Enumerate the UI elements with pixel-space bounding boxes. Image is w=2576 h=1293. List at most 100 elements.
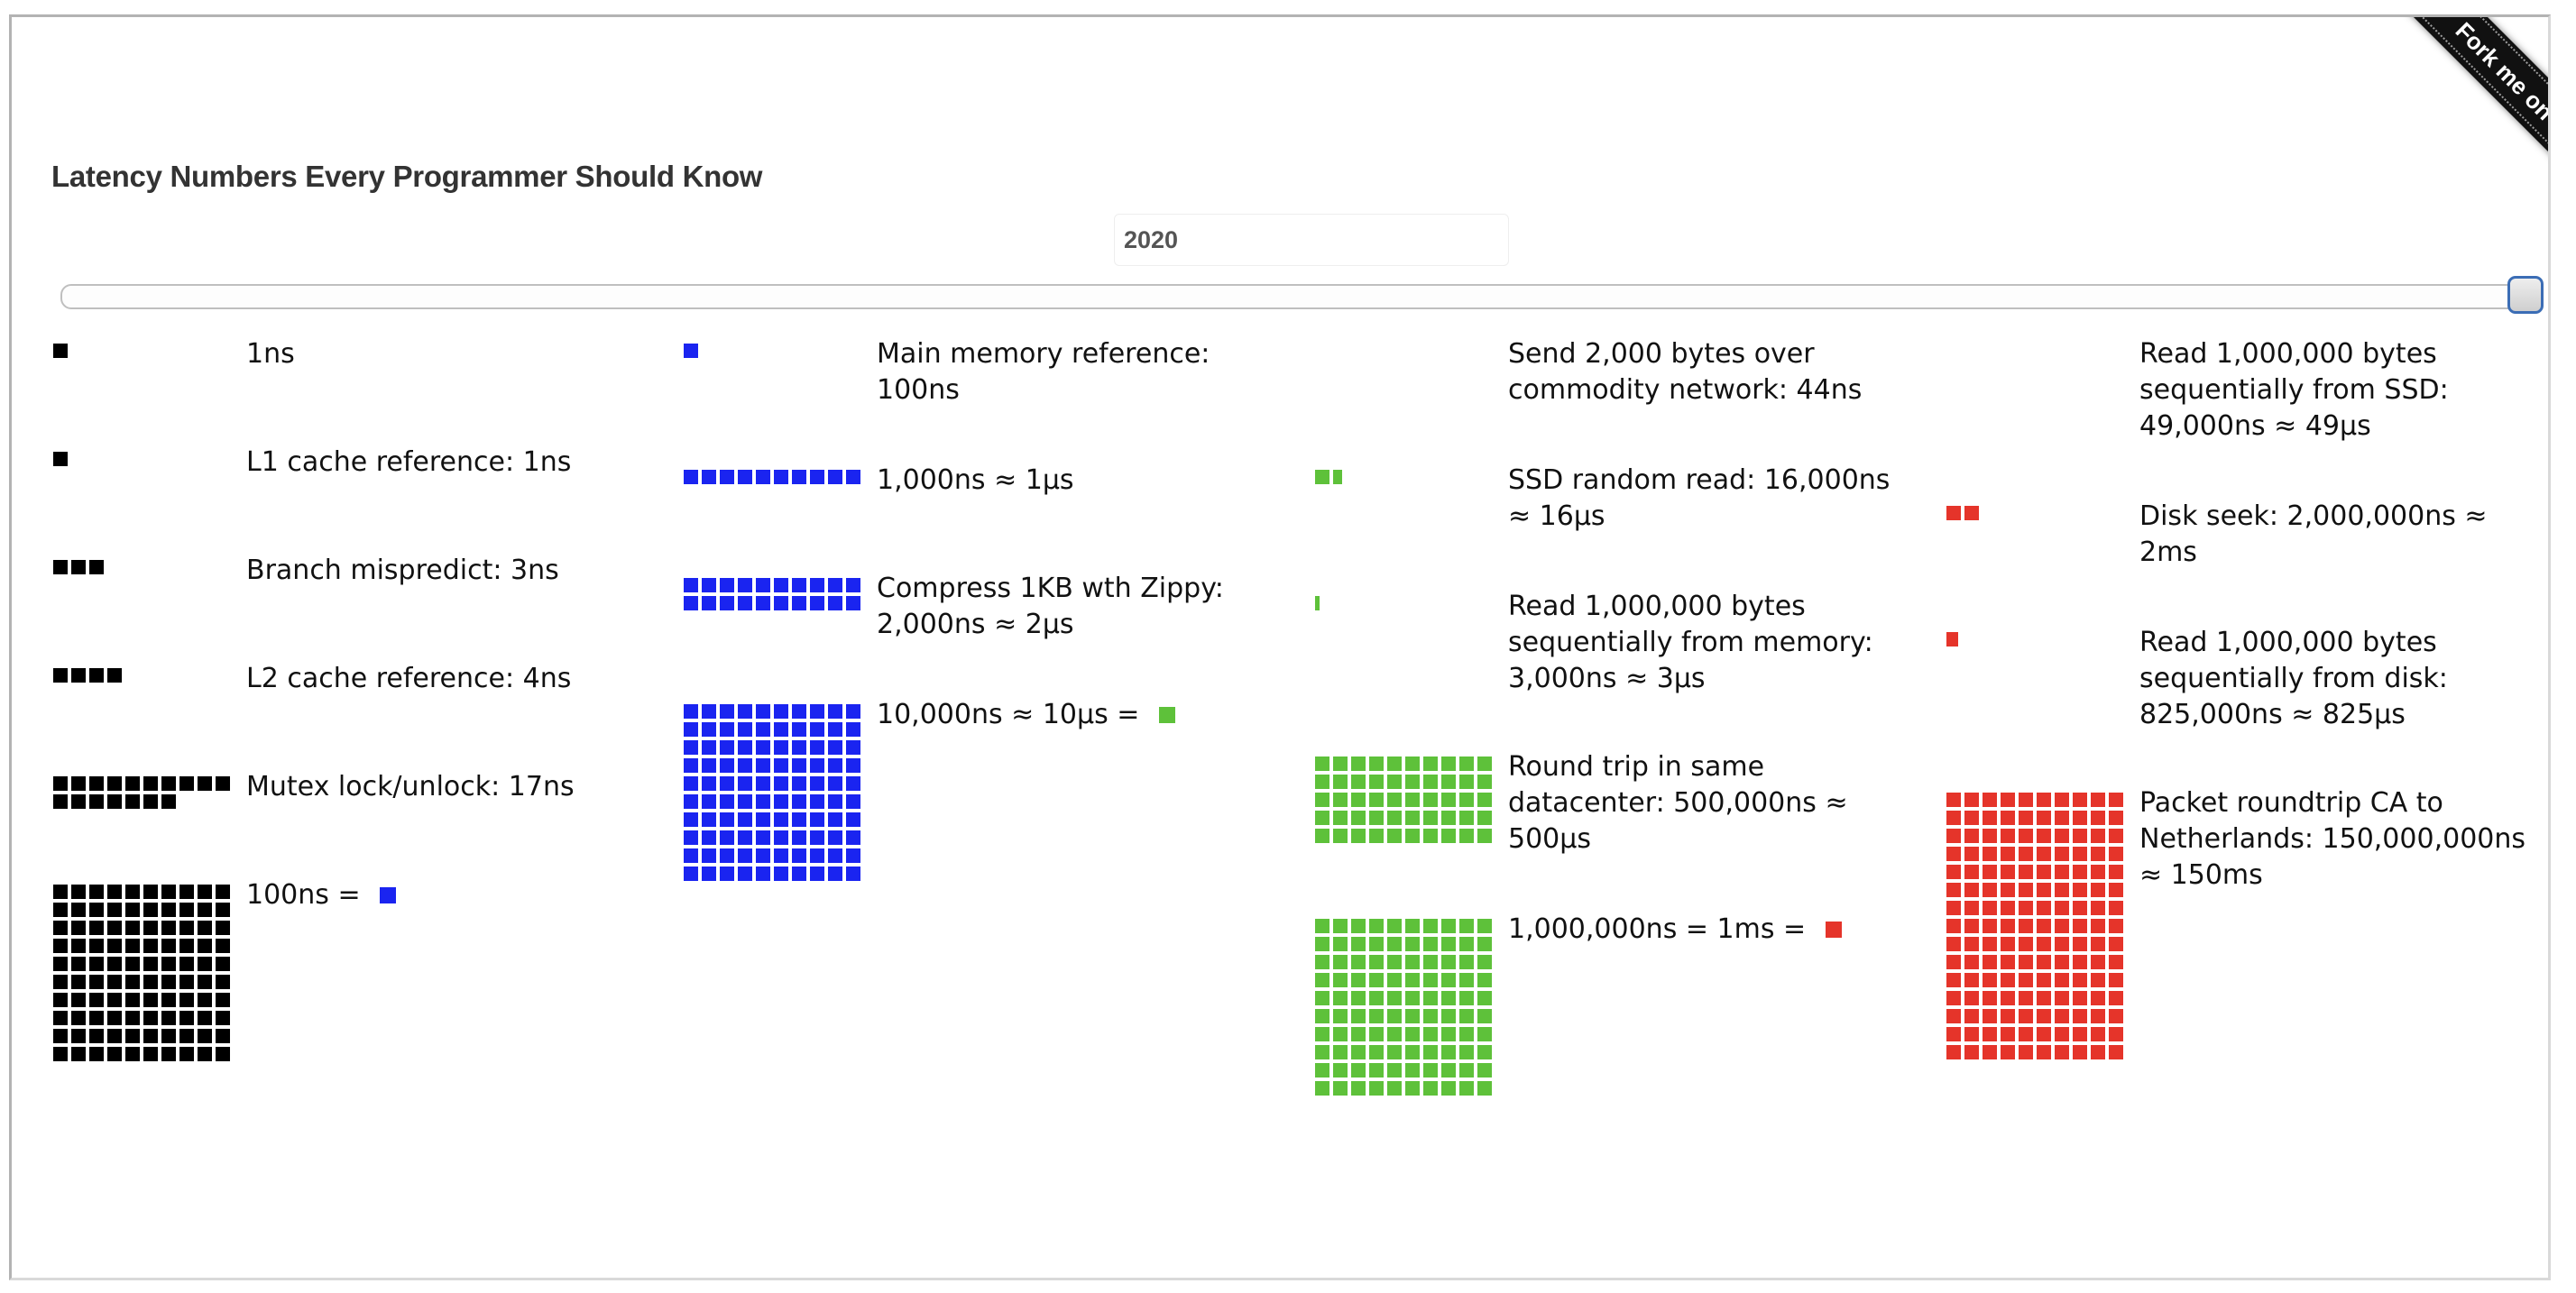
latency-square [1441,991,1456,1005]
latency-square [198,776,212,791]
latency-square [2091,901,2105,915]
latency-square [2055,991,2069,1005]
latency-square-partial [1315,596,1320,610]
latency-square [684,470,698,484]
latency-square [2073,973,2087,987]
latency-square [53,344,68,358]
latency-square [1946,919,1961,933]
latency-square [143,1029,158,1043]
latency-square [738,722,752,737]
year-slider-track[interactable] [60,284,2526,309]
latency-square [1315,991,1329,1005]
latency-square [2091,847,2105,861]
latency-square [107,957,122,971]
latency-square [2019,901,2033,915]
latency-square [1459,1045,1474,1059]
latency-square [53,1047,68,1061]
latency-label-text: Read 1,000,000 bytes sequentially from d… [2139,627,2448,730]
page-frame: Latency Numbers Every Programmer Should … [9,14,2551,1280]
latency-square [792,722,806,737]
latency-square [2037,883,2051,897]
latency-square [1369,811,1384,825]
latency-square [1351,1081,1366,1096]
latency-square [1459,973,1474,987]
latency-square [738,578,752,592]
latency-square [684,794,698,809]
latency-square [2091,991,2105,1005]
latency-square [756,722,770,737]
latency-square [1369,937,1384,951]
latency-square [702,578,716,592]
latency-square [1405,1081,1420,1096]
latency-square [720,740,734,755]
latency-square [2073,793,2087,807]
latency-square [1369,1081,1384,1096]
latency-square [1423,775,1438,789]
latency-square [2019,1045,2033,1059]
latency-square [143,885,158,899]
latency-square [738,830,752,845]
latency-square [1964,847,1979,861]
latency-square [684,344,698,358]
latency-square [828,740,842,755]
latency-square [846,704,860,719]
latency-label-text: Disk seek: 2,000,000ns ≈ 2ms [2139,500,2488,568]
latency-square [684,722,698,737]
latency-square [89,776,104,791]
page-title: Latency Numbers Every Programmer Should … [51,160,763,193]
latency-square [1441,919,1456,933]
latency-square [1351,757,1366,771]
latency-square [1333,955,1348,969]
latency-square [2109,955,2123,969]
latency-square [179,885,194,899]
latency-square [1477,1009,1492,1023]
latency-square [810,704,824,719]
latency-square [2037,919,2051,933]
latency-square [71,939,86,953]
latency-square [1459,811,1474,825]
latency-square [792,848,806,863]
latency-square [2037,793,2051,807]
latency-square [71,885,86,899]
latency-label-text: Read 1,000,000 bytes sequentially from m… [1508,591,1873,694]
latency-square [71,1047,86,1061]
latency-square [53,1029,68,1043]
latency-square [2037,1027,2051,1041]
latency-square [2019,1027,2033,1041]
latency-square [846,722,860,737]
latency-square [846,740,860,755]
latency-square [1369,793,1384,807]
latency-square [1964,883,1979,897]
latency-square [2055,937,2069,951]
latency-square [161,1011,176,1025]
latency-label: Read 1,000,000 bytes sequentially from m… [1508,589,1914,697]
latency-square [1351,1045,1366,1059]
latency-label: L2 cache reference: 4ns [246,661,652,697]
latency-square [1333,1063,1348,1078]
latency-square [846,848,860,863]
latency-square [107,668,122,683]
latency-square [2109,1045,2123,1059]
latency-square [846,776,860,791]
latency-square [1964,506,1979,520]
latency-square [774,776,788,791]
latency-square [792,830,806,845]
latency-square [2019,793,2033,807]
year-slider-handle[interactable] [2507,276,2544,314]
fork-on-github-ribbon[interactable]: Fork me on GitHub [2401,17,2548,234]
latency-square [71,975,86,989]
latency-square [1946,811,1961,825]
latency-square [738,794,752,809]
latency-square [1423,973,1438,987]
latency-label-text: L1 cache reference: 1ns [246,446,572,478]
latency-square [774,704,788,719]
latency-square [125,921,140,935]
latency-square-partial [1946,632,1958,646]
latency-square [1964,811,1979,825]
latency-square [125,1011,140,1025]
latency-square [1315,470,1329,484]
latency-square [1351,1027,1366,1041]
latency-square [792,470,806,484]
latency-square [1387,973,1402,987]
latency-square [216,903,230,917]
